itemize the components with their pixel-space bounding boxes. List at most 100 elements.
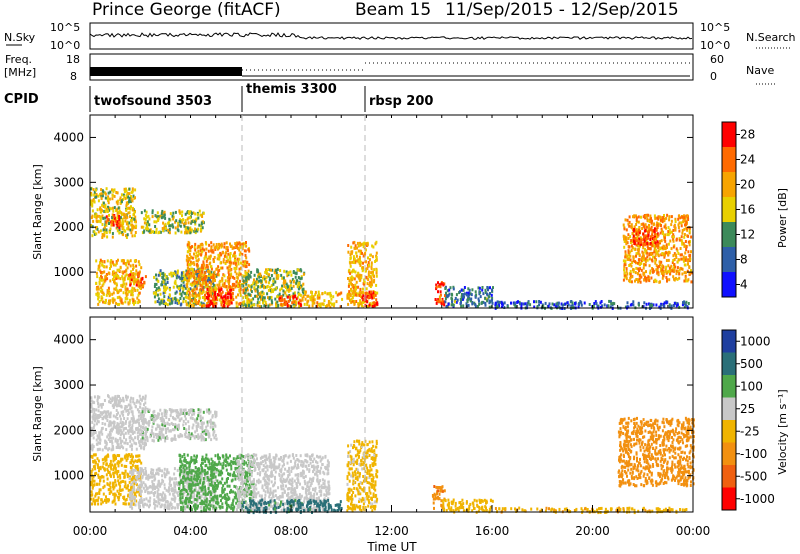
- data-cell: [130, 447, 133, 451]
- data-cell: [121, 231, 124, 235]
- data-cell: [108, 492, 111, 495]
- data-cell: [111, 272, 114, 276]
- data-cell: [673, 277, 675, 281]
- data-cell: [235, 284, 238, 288]
- data-cell: [355, 254, 358, 258]
- data-cell: [311, 294, 314, 298]
- data-cell: [229, 263, 232, 267]
- data-cell: [107, 394, 109, 398]
- data-cell: [136, 272, 139, 276]
- data-cell: [634, 260, 637, 264]
- data-cell: [171, 274, 174, 278]
- data-cell: [96, 448, 99, 452]
- data-cell: [664, 269, 667, 273]
- data-cell: [124, 219, 127, 223]
- data-cell: [176, 424, 179, 428]
- data-cell: [203, 431, 206, 435]
- data-cell: [126, 475, 129, 479]
- data-cell: [292, 280, 295, 284]
- data-cell: [637, 261, 639, 265]
- data-cell: [194, 284, 197, 288]
- data-cell: [220, 287, 223, 291]
- data-cell: [195, 284, 198, 288]
- data-cell: [244, 304, 247, 308]
- data-cell: [212, 297, 215, 301]
- data-cell: [482, 300, 485, 304]
- data-cell: [114, 493, 117, 497]
- data-cell: [208, 290, 211, 294]
- data-cell: [156, 215, 159, 219]
- data-cell: [142, 433, 145, 437]
- data-cell: [204, 266, 207, 270]
- data-cell: [256, 287, 259, 291]
- data-cell: [289, 279, 292, 283]
- data-cell: [108, 230, 111, 234]
- data-cell: [139, 405, 142, 409]
- data-cell: [650, 253, 653, 256]
- data-cell: [245, 288, 247, 292]
- data-cell: [139, 279, 142, 283]
- data-cell: [557, 304, 560, 308]
- data-cell: [139, 286, 141, 290]
- data-cell: [163, 284, 166, 288]
- data-cell: [231, 284, 234, 288]
- data-cell: [179, 411, 182, 415]
- data-cell: [213, 256, 216, 259]
- data-cell: [93, 408, 96, 411]
- data-cell: [118, 460, 121, 464]
- data-cell: [180, 283, 183, 287]
- data-cell: [238, 253, 241, 257]
- data-cell: [102, 265, 105, 268]
- data-cell: [199, 303, 202, 307]
- data-cell: [678, 272, 681, 276]
- data-cell: [132, 272, 135, 275]
- data-cell: [187, 221, 190, 225]
- data-cell: [155, 220, 158, 224]
- data-cell: [124, 197, 127, 201]
- data-cell: [134, 231, 137, 234]
- data-cell: [145, 421, 148, 425]
- data-cell: [520, 305, 523, 308]
- data-cell: [125, 222, 128, 226]
- data-cell: [193, 411, 196, 414]
- data-cell: [157, 438, 160, 442]
- data-cell: [289, 284, 292, 287]
- data-cell: [115, 404, 118, 408]
- data-cell: [105, 495, 107, 499]
- data-cell: [283, 269, 286, 273]
- data-cell: [682, 301, 684, 305]
- data-cell: [181, 210, 184, 214]
- data-cell: [137, 260, 140, 264]
- data-cell: [628, 245, 631, 249]
- data-cell: [123, 259, 125, 263]
- data-cell: [566, 301, 569, 305]
- data-cell: [300, 276, 303, 280]
- data-cell: [322, 303, 325, 307]
- data-cell: [481, 288, 484, 292]
- data-cell: [169, 408, 172, 412]
- data-cell: [100, 194, 103, 198]
- data-cell: [200, 272, 203, 276]
- data-cell: [174, 417, 177, 421]
- data-cell: [664, 268, 667, 272]
- data-cell: [359, 299, 362, 303]
- data-cell: [484, 288, 487, 292]
- data-cell: [628, 264, 631, 267]
- data-cell: [293, 291, 296, 295]
- data-cell: [366, 292, 369, 296]
- data-cell: [141, 407, 144, 411]
- data-cell: [267, 304, 270, 308]
- data-cell: [108, 431, 111, 434]
- data-cell: [358, 294, 361, 297]
- data-cell: [223, 254, 226, 258]
- data-cell: [159, 269, 162, 273]
- data-cell: [551, 302, 554, 306]
- data-cell: [656, 226, 659, 229]
- data-cell: [177, 221, 180, 225]
- data-cell: [216, 283, 219, 287]
- data-cell: [242, 274, 245, 278]
- data-cell: [603, 303, 606, 307]
- data-cell: [105, 412, 108, 416]
- data-cell: [211, 414, 214, 418]
- data-cell: [156, 293, 159, 297]
